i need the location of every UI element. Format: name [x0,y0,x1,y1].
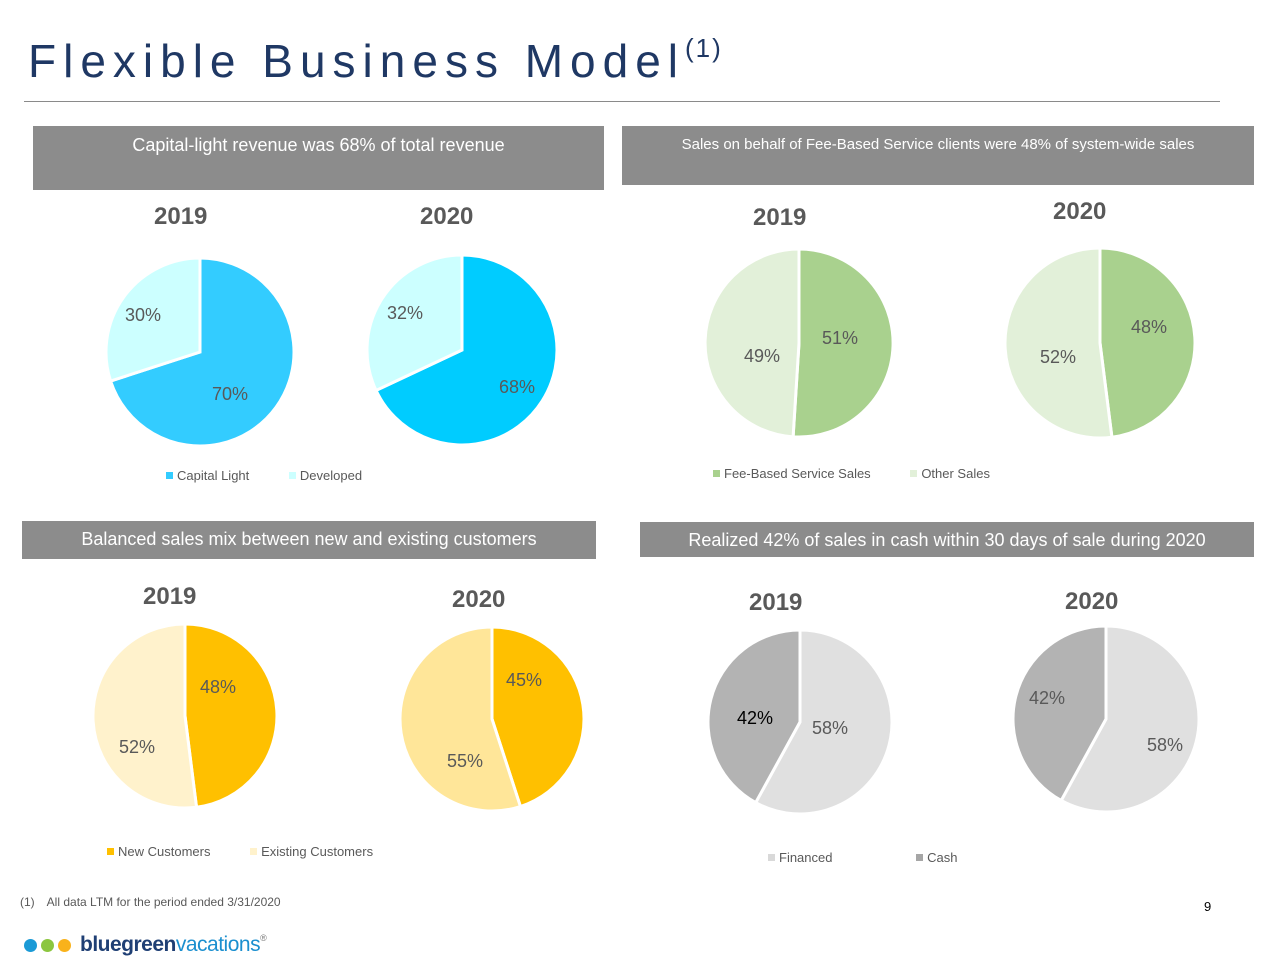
pie-data-label-developed-2020: 32% [387,303,423,323]
footnote-text: All data LTM for the period ended 3/31/2… [46,895,281,909]
pie-data-label-financed-2020: 58% [1147,735,1183,755]
pie-data-label-new-customers-2020: 45% [506,670,542,690]
page-title: Flexible Business Model(1) [28,32,723,88]
legend-sales-mix: New Customers Existing Customers [107,843,373,859]
pie-data-label-capital-light-2019: 70% [212,384,248,404]
legend-item-new-customers: New Customers [107,844,210,859]
footnote-marker: (1) [20,895,35,909]
pie-data-label-fee-based-service-sales-2020: 48% [1131,317,1167,337]
page-number: 9 [1204,899,1212,914]
legend-item-capital-light: Capital Light [166,468,249,483]
title-divider [24,101,1220,102]
year-label-fee-2020: 2020 [1053,198,1107,225]
logo-text-strong: bluegreen [80,933,176,956]
panel-banner-cash-sales: Realized 42% of sales in cash within 30 … [640,522,1254,557]
legend-swatch-financed [768,854,775,861]
legend-swatch-other-sales [910,470,918,477]
legend-item-financed: Financed [768,850,832,865]
legend-swatch-developed [288,472,296,479]
legend-cash: Financed Cash [768,849,957,865]
pie-slice-other-sales-2019 [703,247,801,439]
logo-dot-green [41,938,54,952]
pie-slice-existing-customers-2019 [91,622,199,810]
footnote: (1) All data LTM for the period ended 3/3… [20,895,281,909]
legend-capital: Capital Light Developed [166,467,362,483]
panel-banner-capital-light: Capital-light revenue was 68% of total r… [33,126,604,190]
pie-slice-developed-2020 [365,253,464,393]
legend-swatch-new-customers [107,848,114,855]
logo-dot-blue [24,938,37,952]
pie-slice-existing-customers-2020 [398,625,523,813]
legend-label-cash: Cash [927,850,958,865]
year-label-capital-2020: 2020 [420,203,474,230]
legend-label-fee-based-sales: Fee-Based Service Sales [724,466,871,481]
logo-dot-orange [58,938,71,952]
pie-slice-cash-2019 [706,628,802,805]
legend-item-other-sales: Other Sales [910,466,990,481]
pie-slice-financed-2020 [1059,624,1201,814]
pie-slice-new-customers-2020 [490,625,586,809]
legend-swatch-fee-based-sales [713,470,720,477]
pie-data-label-capital-light-2020: 68% [499,377,535,397]
year-label-mix-2020: 2020 [452,586,506,613]
pie-data-label-existing-customers-2019: 52% [119,737,155,757]
year-label-mix-2019: 2019 [143,583,197,610]
pie-slice-capital-light-2020 [374,253,559,447]
pie-data-label-other-sales-2019: 49% [744,346,780,366]
legend-fee-based: Fee-Based Service Sales Other Sales [713,465,990,481]
pie-slice-new-customers-2019 [183,622,279,809]
year-label-capital-2019: 2019 [154,203,208,230]
pie-slice-fee-based-service-sales-2020 [1098,246,1197,439]
legend-swatch-capital-light [166,472,173,479]
pie-data-label-new-customers-2019: 48% [200,677,236,697]
page-title-text: Flexible Business Model [28,35,686,87]
title-footnote-mark: (1) [685,32,723,63]
pie-data-label-cash-2019: 42% [737,708,773,728]
pie-data-label-existing-customers-2020: 55% [447,751,483,771]
pie-data-label-fee-based-service-sales-2019: 51% [822,328,858,348]
logo-registered-mark: ® [260,933,267,943]
logo-wordmark: bluegreenvacations® [80,933,267,957]
year-label-cash-2019: 2019 [749,589,803,616]
legend-item-cash: Cash [916,850,957,865]
pie-slice-fee-based-service-sales-2019 [791,247,895,439]
pie-data-label-developed-2019: 30% [125,305,161,325]
legend-label-developed: Developed [299,468,363,483]
legend-swatch-existing-customers [250,848,258,855]
pie-data-label-financed-2019: 58% [812,718,848,738]
legend-label-financed: Financed [779,850,833,865]
legend-item-existing-customers: Existing Customers [250,844,373,859]
panel-banner-sales-mix: Balanced sales mix between new and exist… [22,521,596,559]
pie-slice-cash-2020 [1011,624,1108,803]
year-label-cash-2020: 2020 [1065,588,1119,615]
legend-label-existing-customers: Existing Customers [261,844,374,859]
pie-slice-other-sales-2020 [1003,246,1114,440]
legend-swatch-cash [916,854,924,861]
pie-slice-capital-light-2019 [108,256,296,448]
pie-data-label-cash-2020: 42% [1029,688,1065,708]
company-logo: bluegreenvacations® [24,933,267,957]
pie-data-label-other-sales-2020: 52% [1040,347,1076,367]
panel-banner-fee-based: Sales on behalf of Fee-Based Service cli… [622,126,1254,185]
legend-item-developed: Developed [288,468,363,483]
year-label-fee-2019: 2019 [753,204,807,231]
pie-slice-financed-2019 [753,628,894,816]
legend-item-fee-based-sales: Fee-Based Service Sales [713,466,871,481]
pie-slice-developed-2019 [104,256,202,383]
legend-label-other-sales: Other Sales [921,466,990,481]
legend-label-new-customers: New Customers [118,844,211,859]
legend-label-capital-light: Capital Light [177,468,250,483]
logo-text-light: vacations [175,933,261,956]
